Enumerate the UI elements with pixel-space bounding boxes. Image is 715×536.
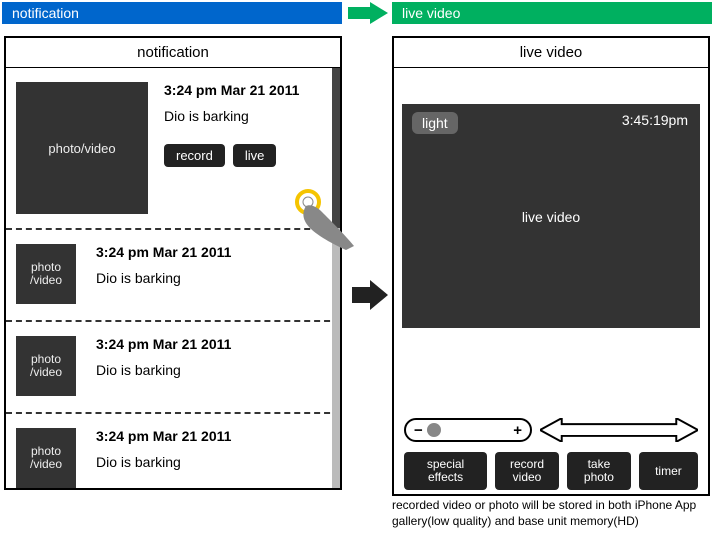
special-effects-button[interactable]: special effects bbox=[404, 452, 487, 490]
live-video-label: live video bbox=[402, 209, 700, 225]
notification-message: Dio is barking bbox=[164, 108, 330, 124]
live-video-panel: live video light 3:45:19pm live video − … bbox=[392, 36, 710, 496]
notification-thumbnail[interactable]: photo /video bbox=[16, 428, 76, 488]
slider-handle[interactable] bbox=[427, 423, 441, 437]
notification-panel: notification photo/video 3:24 pm Mar 21 … bbox=[4, 36, 342, 490]
notification-message: Dio is barking bbox=[96, 454, 330, 470]
notification-item[interactable]: photo /video 3:24 pm Mar 21 2011 Dio is … bbox=[6, 412, 340, 488]
scrollbar-thumb[interactable] bbox=[332, 68, 340, 228]
minus-icon: − bbox=[414, 422, 423, 439]
notification-item[interactable]: photo/video 3:24 pm Mar 21 2011 Dio is b… bbox=[6, 68, 340, 228]
notification-time: 3:24 pm Mar 21 2011 bbox=[96, 244, 330, 260]
record-video-button[interactable]: record video bbox=[495, 452, 559, 490]
header-notification-text: notification bbox=[12, 5, 79, 21]
footer-caption: recorded video or photo will be stored i… bbox=[392, 498, 710, 529]
live-clock: 3:45:19pm bbox=[622, 112, 688, 128]
notification-body: 3:24 pm Mar 21 2011 Dio is barking bbox=[96, 428, 330, 488]
controls-row: − + bbox=[404, 418, 698, 442]
notification-list: photo/video 3:24 pm Mar 21 2011 Dio is b… bbox=[6, 68, 340, 488]
zoom-slider[interactable]: − + bbox=[404, 418, 532, 442]
record-button[interactable]: record bbox=[164, 144, 225, 167]
notification-message: Dio is barking bbox=[96, 270, 330, 286]
notification-body: 3:24 pm Mar 21 2011 Dio is barking recor… bbox=[164, 82, 330, 214]
notification-time: 3:24 pm Mar 21 2011 bbox=[164, 82, 330, 98]
notification-buttons: record live bbox=[164, 144, 330, 167]
notification-thumbnail[interactable]: photo /video bbox=[16, 336, 76, 396]
notification-thumbnail[interactable]: photo/video bbox=[16, 82, 148, 214]
header-live-video-text: live video bbox=[402, 5, 460, 21]
live-video-panel-title: live video bbox=[394, 38, 708, 68]
toolbar: special effects record video take photo … bbox=[404, 452, 698, 490]
notification-item[interactable]: photo /video 3:24 pm Mar 21 2011 Dio is … bbox=[6, 228, 340, 320]
live-video-area: light 3:45:19pm live video bbox=[402, 104, 700, 328]
notification-panel-title: notification bbox=[6, 38, 340, 68]
header-live-video: live video bbox=[392, 2, 712, 24]
notification-message: Dio is barking bbox=[96, 362, 330, 378]
header-notification: notification bbox=[2, 2, 342, 24]
notification-body: 3:24 pm Mar 21 2011 Dio is barking bbox=[96, 336, 330, 398]
notification-thumbnail[interactable]: photo /video bbox=[16, 244, 76, 304]
notification-time: 3:24 pm Mar 21 2011 bbox=[96, 428, 330, 444]
double-arrow-icon[interactable] bbox=[540, 418, 698, 442]
notification-body: 3:24 pm Mar 21 2011 Dio is barking bbox=[96, 244, 330, 306]
plus-icon: + bbox=[513, 422, 522, 439]
arrow-right-icon bbox=[352, 280, 388, 310]
live-button[interactable]: live bbox=[233, 144, 277, 167]
light-button[interactable]: light bbox=[412, 112, 458, 134]
notification-item[interactable]: photo /video 3:24 pm Mar 21 2011 Dio is … bbox=[6, 320, 340, 412]
arrow-right-icon bbox=[348, 2, 388, 24]
timer-button[interactable]: timer bbox=[639, 452, 698, 490]
notification-time: 3:24 pm Mar 21 2011 bbox=[96, 336, 330, 352]
take-photo-button[interactable]: take photo bbox=[567, 452, 631, 490]
